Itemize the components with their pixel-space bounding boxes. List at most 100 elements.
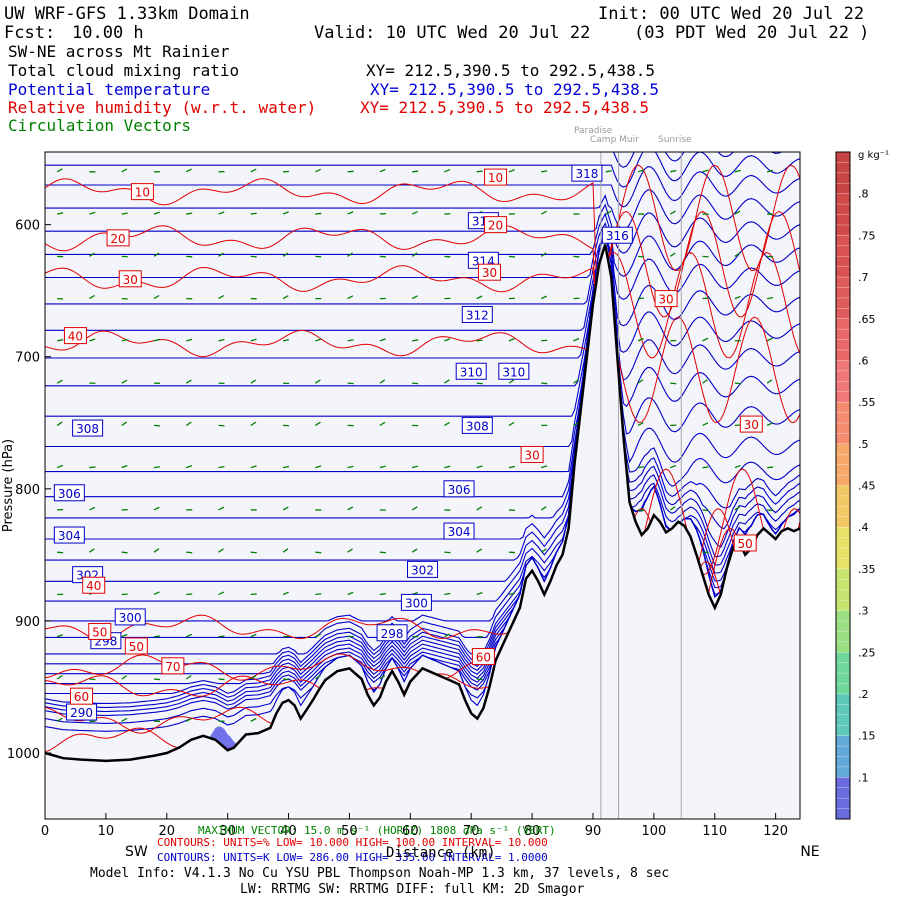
wind-vector [121, 633, 128, 638]
wind-vector [379, 379, 386, 384]
location-label: Paradise [574, 126, 613, 136]
rh-contour-label: 20 [488, 219, 503, 233]
field-rh-xy: XY= 212.5,390.5 to 292.5,438.5 [360, 98, 649, 117]
rh-contour-label-box [471, 648, 495, 666]
rh-contour-label: 60 [74, 690, 89, 704]
theta-contour-line [45, 189, 800, 231]
wind-vector [508, 255, 515, 258]
rh-contour-label: 10 [488, 171, 503, 185]
wind-vector [637, 337, 644, 342]
forecast-hour: 10.00 h [72, 23, 144, 43]
wind-vector [508, 169, 515, 173]
wind-vector [153, 591, 160, 596]
rh-contour-label-box [118, 270, 142, 288]
wind-vector [476, 548, 483, 553]
wind-vector [218, 635, 225, 638]
wind-vector [766, 337, 773, 342]
colorbar-tick-label: .4 [858, 521, 869, 534]
model-info-physics: LW: RRTMG SW: RRTMG DIFF: full KM: 2D Sm… [240, 882, 585, 897]
colorbar-tick-label: .45 [858, 480, 876, 493]
wind-vector [734, 506, 741, 511]
theta-contour-line [45, 231, 800, 549]
theta-contour-label-box [53, 526, 85, 544]
colorbar-tick-label: .25 [858, 646, 876, 659]
wind-vector [89, 678, 96, 681]
wind-vector [444, 421, 450, 426]
wind-vector [734, 169, 741, 173]
wind-vector [347, 548, 353, 553]
wind-vector [379, 212, 386, 215]
wind-vector [250, 465, 257, 469]
wind-vector [702, 169, 709, 173]
theta-contour-label-box [571, 164, 603, 182]
x-tick-label: 40 [280, 824, 297, 839]
theta-contour-label: 298 [381, 627, 404, 641]
wind-vector [476, 465, 483, 469]
wind-vector [734, 464, 741, 469]
rh-contour-label-box [70, 687, 94, 705]
rh-contour-label-box [82, 576, 106, 594]
wind-vector [540, 210, 547, 215]
wind-vector [605, 210, 612, 215]
wind-vector [89, 466, 96, 469]
wind-vector [347, 591, 354, 596]
rh-contour-label-box [739, 415, 763, 433]
wind-vector [379, 421, 386, 426]
wind-vector [153, 548, 160, 553]
wind-vector [766, 422, 773, 426]
theta-contour-label-box [461, 416, 493, 434]
theta-contour-label: 308 [466, 419, 489, 433]
wind-vector [476, 170, 483, 173]
wind-vector [669, 506, 676, 511]
init-time: Init: 00 UTC Wed 20 Jul 22 [598, 4, 864, 24]
theta-contour-line [45, 231, 800, 530]
wind-vector [314, 675, 321, 680]
wind-vector [153, 294, 160, 300]
wind-vector [283, 678, 290, 681]
wind-vector [508, 592, 515, 596]
wind-vector [153, 338, 160, 342]
colorbar-tick-label: .55 [858, 396, 876, 409]
wind-vector [573, 379, 579, 384]
plot-frame [44, 151, 801, 820]
theta-contour-info: CONTOURS: UNITS=K LOW= 286.00 HIGH= 335.… [157, 851, 548, 864]
wind-vector [56, 379, 63, 384]
theta-contour-label: 290 [70, 706, 93, 720]
wind-vector [315, 465, 322, 469]
end-label-sw: SW [125, 844, 148, 860]
wind-vector [347, 506, 354, 511]
wind-vector [412, 170, 419, 173]
wind-vector [412, 339, 419, 342]
wind-vector [56, 421, 63, 426]
rh-contour-label: 40 [86, 579, 101, 593]
wind-vector [121, 717, 128, 722]
theta-contour-label: 306 [448, 483, 471, 497]
wind-vector [347, 465, 354, 469]
x-tick-label: 80 [524, 824, 541, 839]
wind-vector [541, 465, 548, 469]
theta-contour-label-box [400, 593, 432, 611]
theta-contour-label: 304 [448, 525, 471, 539]
valid-local-time: (03 PDT Wed 20 Jul 22 ) [634, 23, 869, 43]
wind-vector [476, 506, 483, 511]
rh-contour-label-box [477, 263, 501, 281]
x-tick-label: 30 [219, 824, 236, 839]
wind-vector [573, 337, 580, 342]
colorbar-tick-label: .75 [858, 229, 876, 242]
wind-vector [250, 633, 257, 638]
wind-vector [282, 338, 290, 342]
rh-contour-label: 10 [135, 186, 150, 200]
theta-contour-label: 312 [466, 308, 489, 322]
theta-contour-line [45, 152, 800, 188]
rh-contour-label: 20 [110, 232, 125, 246]
rh-contour-label-box [484, 216, 508, 234]
wind-vector [379, 168, 386, 173]
wind-vector [411, 295, 418, 300]
field-rh-name: Relative humidity (w.r.t. water) [8, 98, 316, 117]
theta-contour-label-box [443, 522, 475, 540]
rh-contour-label-box [484, 168, 508, 186]
colorbar-tick-label: .8 [858, 188, 869, 201]
model-info: Model Info: V4.1.3 No Cu YSU PBL Thompso… [90, 866, 669, 881]
theta-contour-label: 302 [411, 563, 434, 577]
rh-contour-label: 30 [744, 418, 759, 432]
